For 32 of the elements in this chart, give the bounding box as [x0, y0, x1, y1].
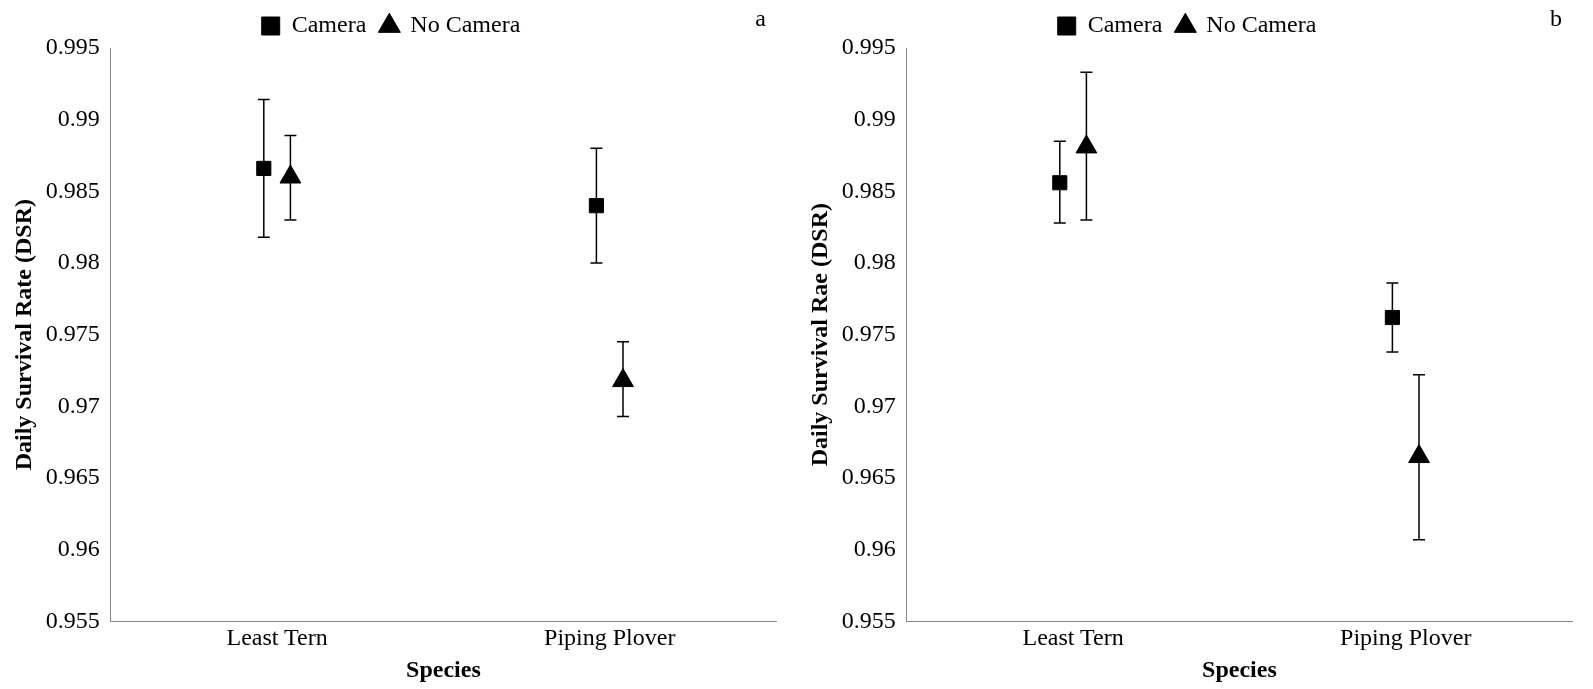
x-tick-label: Least Tern	[1022, 624, 1124, 651]
legend-label: No Camera	[1206, 11, 1317, 38]
y-tick-label: 0.985	[841, 176, 896, 203]
y-tick-label: 0.975	[841, 320, 896, 346]
y-tick-label: 0.97	[57, 391, 100, 418]
y-tick-label: 0.96	[57, 535, 100, 562]
y-tick-label: 0.995	[45, 33, 100, 60]
y-tick-label: 0.98	[853, 248, 896, 275]
text: b	[1550, 5, 1562, 32]
y-tick-label: 0.99	[57, 104, 100, 131]
legend-label: Camera	[1087, 11, 1163, 38]
x-axis-title: Species	[406, 655, 481, 682]
y-axis-title: Daily Survival Rate (DSR)	[9, 199, 36, 471]
x-tick-label: Piping Plover	[544, 624, 676, 651]
y-axis-title: Daily Survival Rae (DSR)	[805, 203, 832, 467]
legend-label: No Camera	[410, 11, 521, 38]
x-axis-title: Species	[1202, 655, 1277, 682]
x-tick-label: Least Tern	[226, 624, 328, 651]
y-tick-label: 0.96	[853, 535, 896, 562]
y-tick-label: 0.955	[841, 606, 896, 633]
y-tick-label: 0.965	[841, 463, 896, 490]
y-tick-label: 0.975	[45, 320, 100, 346]
y-tick-label: 0.955	[45, 606, 100, 633]
y-tick-label: 0.99	[853, 104, 896, 131]
y-tick-label: 0.98	[57, 248, 100, 275]
y-tick-label: 0.965	[45, 463, 100, 490]
x-tick-label: Piping Plover	[1340, 624, 1472, 651]
legend-label: Camera	[291, 11, 367, 38]
text: a	[755, 5, 767, 32]
y-tick-label: 0.995	[841, 33, 896, 60]
y-tick-label: 0.985	[45, 176, 100, 203]
y-tick-label: 0.97	[853, 391, 896, 418]
